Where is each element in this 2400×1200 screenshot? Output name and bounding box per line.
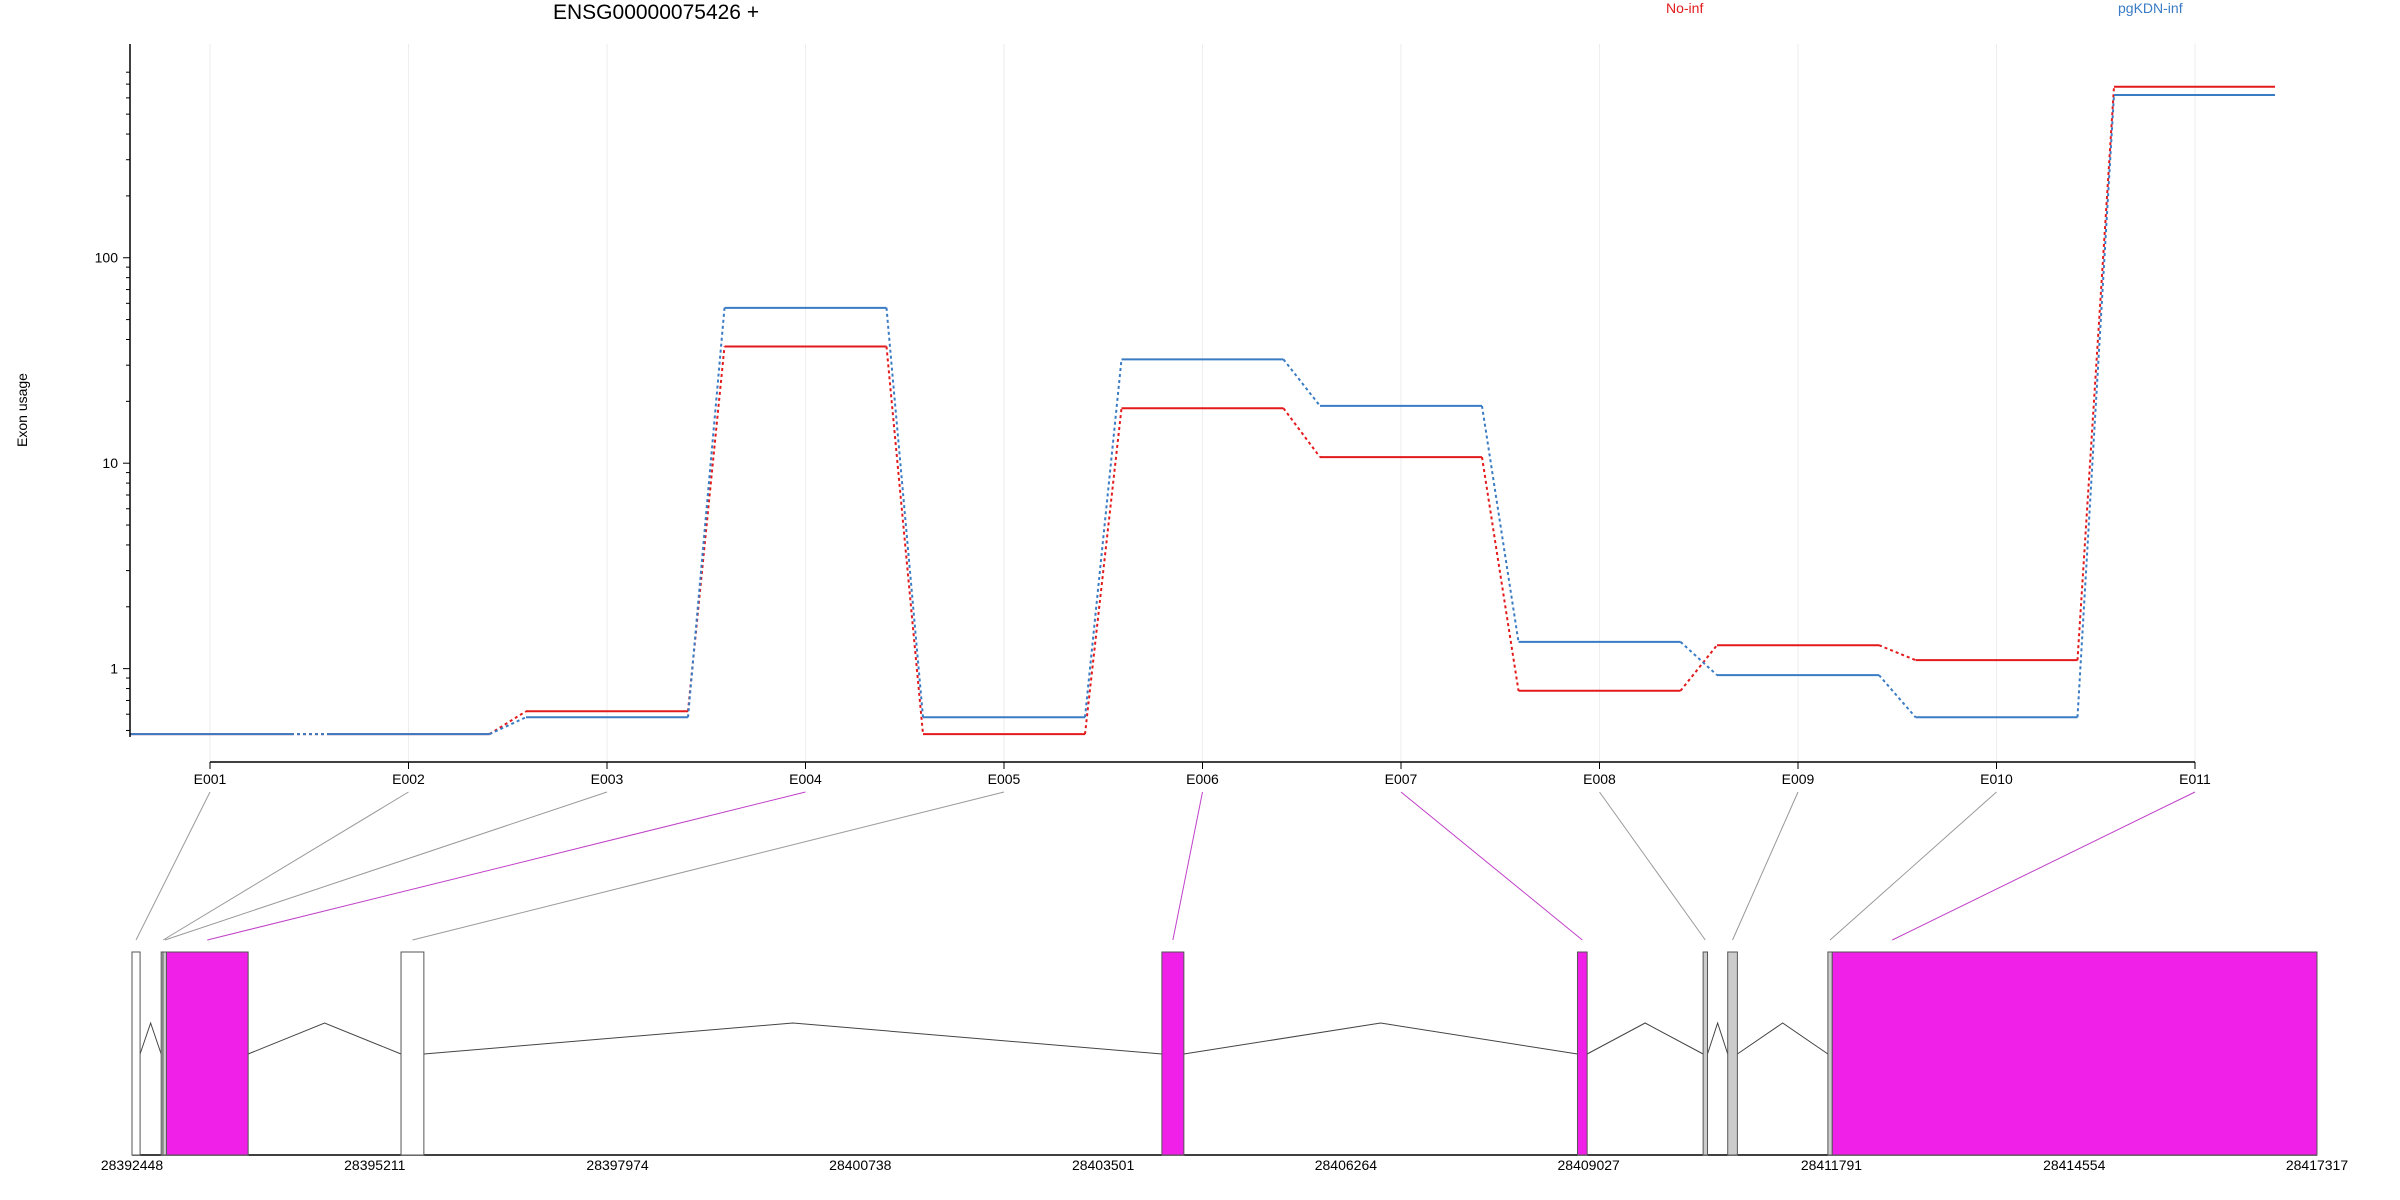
coordinate-label: 28411791	[1801, 1157, 1862, 1173]
vertical-grid	[209, 44, 2196, 762]
series-connector	[885, 346, 924, 735]
x-tick-label: E005	[988, 771, 1021, 787]
exon-box	[1727, 951, 1738, 1156]
legend-no-inf: No-inf	[1666, 0, 1704, 16]
series-connector	[687, 307, 726, 718]
exon-box	[165, 951, 249, 1156]
coordinate-label: 28392448	[101, 1157, 164, 1173]
coordinate-label: 28406264	[1315, 1157, 1378, 1173]
exon-box	[1831, 951, 2318, 1156]
exon-links	[135, 791, 2196, 941]
coordinate-label: 28409027	[1558, 1157, 1621, 1173]
series-connector	[2076, 94, 2115, 718]
exon-box	[131, 951, 141, 1156]
exon-box	[1827, 951, 1833, 1156]
x-tick-label: E002	[392, 771, 425, 787]
exon-link	[135, 791, 211, 941]
exon-link	[162, 791, 409, 941]
series-connector	[1679, 644, 1718, 692]
coordinate-label: 28403501	[1072, 1157, 1135, 1173]
series-connector	[885, 307, 924, 718]
x-tick-label: E011	[2179, 771, 2211, 787]
series-connector	[489, 716, 527, 736]
series-connector	[1481, 456, 1520, 691]
series-connector	[1282, 358, 1321, 407]
y-tick-label: 1	[110, 661, 118, 677]
coordinate-label: 28414554	[2043, 1157, 2106, 1173]
chart-title: ENSG00000075426 +	[553, 1, 760, 24]
exon-box	[1161, 951, 1185, 1156]
coordinate-label: 28395211	[344, 1157, 405, 1173]
intron-line	[1707, 1021, 1729, 1055]
x-tick-label: E003	[591, 771, 624, 787]
x-tick-label: E010	[1980, 771, 2013, 787]
y-tick-label: 100	[95, 250, 119, 266]
intron-line	[1183, 1022, 1578, 1055]
coordinate-label: 28417317	[2286, 1157, 2349, 1173]
exon-link	[1400, 791, 1583, 941]
x-tick-label: E001	[194, 771, 227, 787]
intron-line	[139, 1021, 162, 1055]
exon-link	[1172, 791, 1203, 941]
intron-line	[1586, 1022, 1704, 1055]
exon-link	[1892, 791, 2196, 941]
x-tick-label: E004	[789, 771, 822, 787]
gene-model: 28392448 28395211 28397974 28400738 28403501…	[101, 951, 2349, 1173]
exon-link	[164, 791, 608, 941]
y-tick-label: 10	[102, 455, 118, 471]
series-connector	[2076, 86, 2115, 661]
exon-link	[207, 791, 806, 941]
intron-line	[423, 1022, 1162, 1055]
intron-line	[1737, 1022, 1829, 1055]
series-lines	[130, 85, 2275, 736]
series-connector	[1084, 359, 1123, 718]
series-connector	[1878, 674, 1917, 718]
axes: 1 10 100 E001 E002 E003 E004 E005 E006 E007 E008 E0…	[95, 44, 2211, 787]
exon-link	[412, 791, 1005, 941]
x-tick-label: E006	[1186, 771, 1219, 787]
exon-link	[1732, 791, 1799, 941]
series-connector	[1481, 405, 1520, 643]
exon-box	[400, 951, 425, 1156]
exon-box	[1576, 951, 1588, 1156]
series-connector	[1878, 644, 1916, 662]
exon-link	[1829, 791, 1997, 941]
x-tick-label: E008	[1583, 771, 1616, 787]
exon-box	[1702, 951, 1709, 1156]
intron-line	[247, 1022, 402, 1055]
x-tick-label: E009	[1782, 771, 1815, 787]
series-connector	[1679, 641, 1718, 676]
x-tick-label: E007	[1385, 771, 1418, 787]
coordinate-label: 28400738	[829, 1157, 892, 1173]
coordinate-label: 28397974	[586, 1157, 649, 1173]
series-connector	[1084, 408, 1123, 735]
series-connector	[1282, 407, 1321, 458]
exon-link	[1599, 791, 1706, 941]
legend-pgkdn-inf: pgKDN-inf	[2118, 0, 2183, 16]
